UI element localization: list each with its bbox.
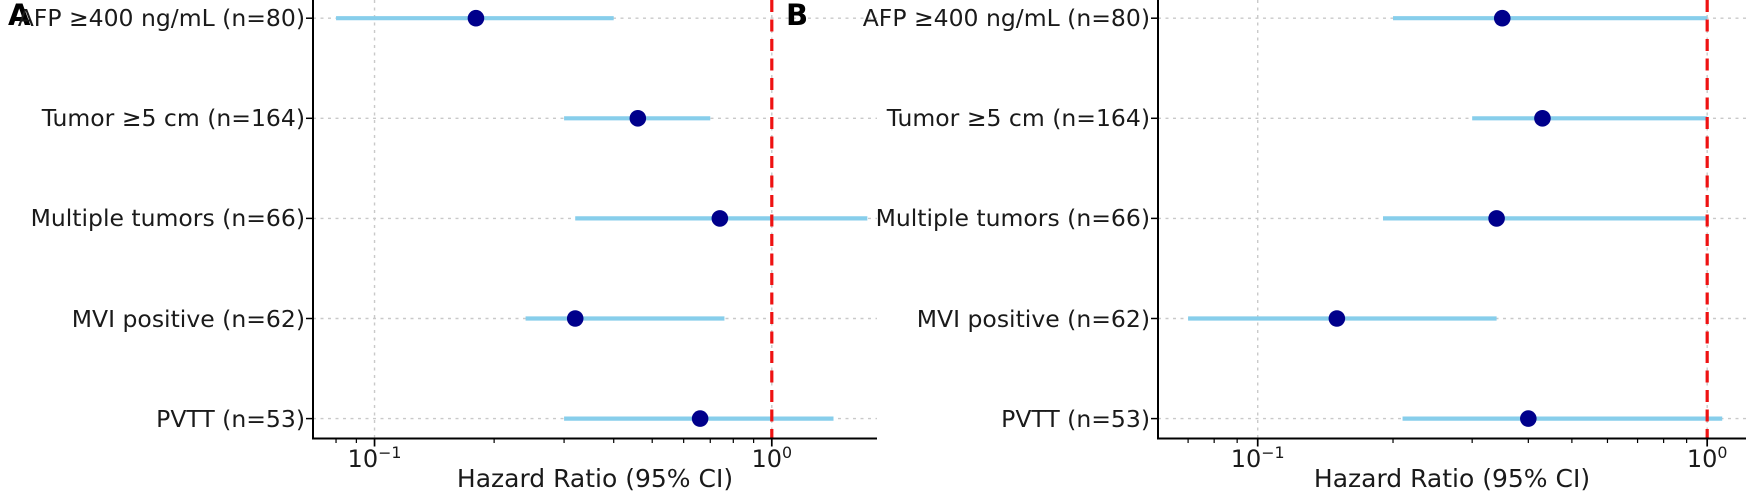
hr-point [1488, 210, 1505, 227]
row-label-a-afp: AFP ≥400 ng/mL (n=80) [17, 4, 305, 32]
hr-point [566, 310, 584, 327]
hr-point [1534, 110, 1551, 127]
hr-point [691, 410, 709, 427]
hr-point [1328, 310, 1346, 327]
hr-point [467, 9, 485, 27]
hr-point [629, 110, 647, 127]
x-tick-label-a-1: 100 [751, 443, 793, 473]
x-axis-title-b: Hazard Ratio (95% CI) [1313, 464, 1591, 493]
row-label-a-tumor: Tumor ≥5 cm (n=164) [41, 104, 305, 132]
row-label-b-tumor: Tumor ≥5 cm (n=164) [886, 104, 1150, 132]
row-label-a-multiple: Multiple tumors (n=66) [30, 204, 305, 232]
row-label-b-pvtt: PVTT (n=53) [1001, 405, 1150, 433]
row-label-a-pvtt: PVTT (n=53) [156, 405, 305, 433]
x-tick-label-b-0.1: 10−1 [1230, 443, 1285, 473]
x-tick-label-b-1: 100 [1686, 443, 1728, 473]
panel-label-b: B [786, 0, 809, 32]
hr-point [1493, 9, 1511, 27]
x-tick-label-a-0.1: 10−1 [347, 443, 402, 473]
x-axis-title-a: Hazard Ratio (95% CI) [456, 464, 734, 493]
row-label-a-mvi: MVI positive (n=62) [71, 305, 305, 333]
hr-point [711, 210, 729, 227]
hr-point [1520, 410, 1537, 427]
panel-label-a: A [8, 0, 31, 32]
row-label-b-multiple: Multiple tumors (n=66) [875, 204, 1150, 232]
row-label-b-afp: AFP ≥400 ng/mL (n=80) [862, 4, 1150, 32]
row-label-b-mvi: MVI positive (n=62) [916, 305, 1150, 333]
